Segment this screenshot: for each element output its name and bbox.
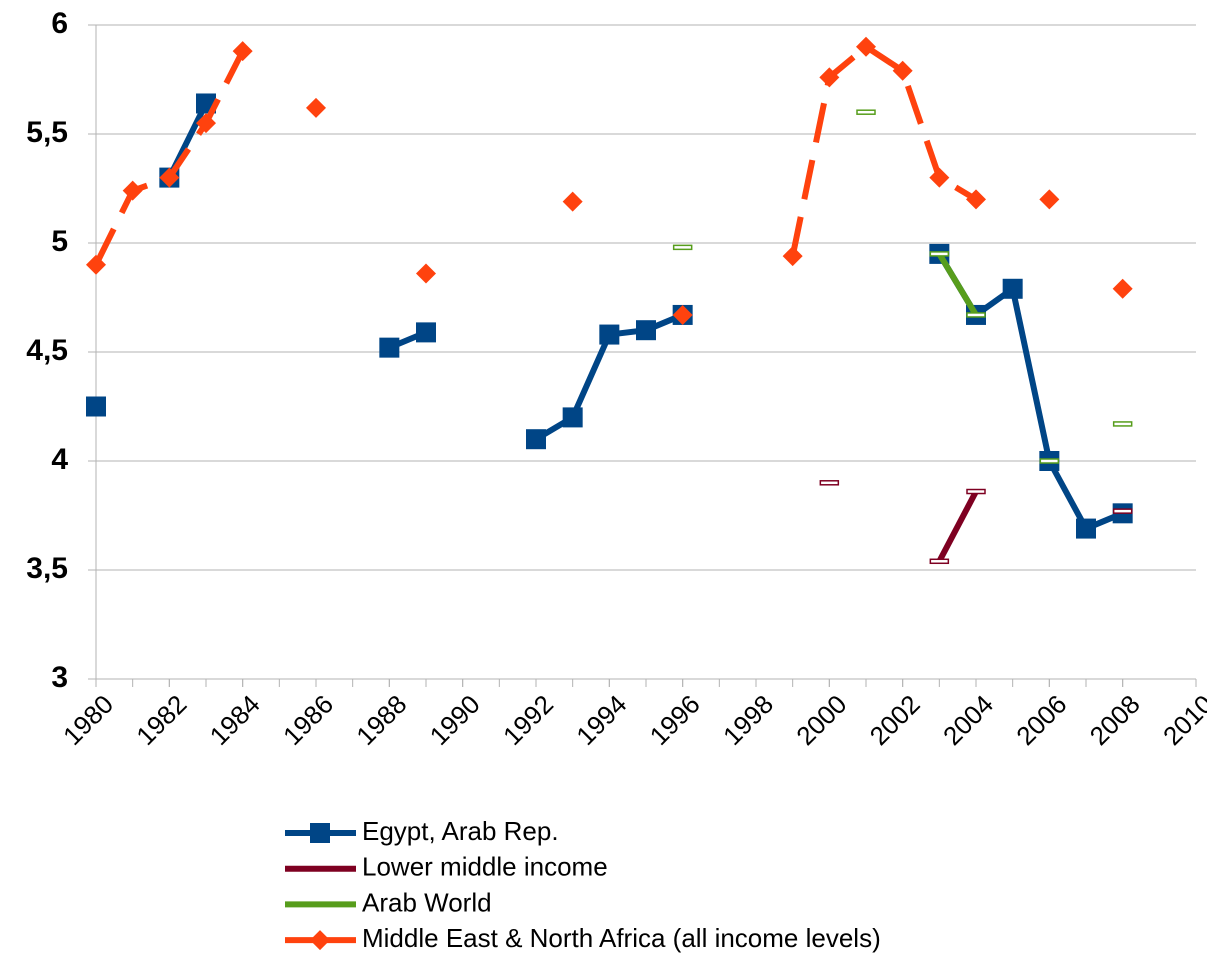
marker <box>929 167 950 188</box>
marker <box>966 488 986 495</box>
marker <box>416 322 436 343</box>
marker <box>636 320 656 341</box>
marker <box>379 337 400 358</box>
marker <box>526 429 546 450</box>
x-tick-label: 1980 <box>57 689 119 751</box>
y-tick-label: 4,5 <box>26 334 68 367</box>
marker <box>306 97 326 118</box>
marker <box>1076 518 1096 539</box>
marker <box>1112 278 1133 299</box>
marker <box>159 167 180 188</box>
marker <box>416 263 436 284</box>
marker <box>232 41 253 62</box>
y-tick-label: 5 <box>51 225 68 258</box>
x-tick-label: 2008 <box>1084 689 1146 751</box>
x-tick-label: 1994 <box>570 689 632 751</box>
marker <box>1002 278 1023 299</box>
marker <box>1039 189 1060 210</box>
legend-label: Lower middle income <box>362 852 608 882</box>
marker <box>86 396 106 417</box>
marker <box>929 251 950 257</box>
marker <box>892 60 913 81</box>
marker <box>86 254 106 275</box>
marker <box>966 312 986 318</box>
x-tick-label: 1998 <box>717 689 779 751</box>
x-tick-label: 1982 <box>130 689 192 751</box>
marker <box>122 180 143 201</box>
marker <box>966 189 986 210</box>
series-line <box>166 102 1124 532</box>
marker <box>310 930 330 951</box>
legend-label: Egypt, Arab Rep. <box>362 816 559 846</box>
marker <box>672 304 693 325</box>
marker <box>1112 421 1133 427</box>
marker <box>599 324 620 345</box>
marker <box>196 113 216 134</box>
marker <box>819 480 840 486</box>
marker <box>782 246 803 267</box>
y-tick-label: 5,5 <box>26 116 68 149</box>
y-tick-label: 6 <box>51 7 68 40</box>
series-line <box>96 47 1123 289</box>
marker <box>819 67 840 88</box>
series-line <box>939 254 1122 424</box>
x-tick-label: 1990 <box>424 689 486 751</box>
x-tick-label: 1986 <box>277 689 339 751</box>
x-tick-label: 1992 <box>497 689 559 751</box>
legend-label: Middle East & North Africa (all income l… <box>362 923 881 953</box>
marker <box>310 823 330 843</box>
y-tick-label: 3 <box>51 661 68 694</box>
marker <box>856 109 876 115</box>
x-tick-label: 2010 <box>1157 689 1207 751</box>
y-tick-label: 4 <box>51 443 68 476</box>
x-tick-label: 2004 <box>937 689 999 751</box>
marker <box>562 191 583 212</box>
x-tick-label: 1988 <box>350 689 412 751</box>
marker <box>562 407 583 428</box>
marker <box>929 558 950 565</box>
x-tick-label: 2002 <box>864 689 926 751</box>
y-tick-label: 3,5 <box>26 552 68 585</box>
x-tick-label: 2006 <box>1010 689 1072 751</box>
marker <box>1039 458 1060 464</box>
marker <box>1112 508 1133 514</box>
x-tick-label: 1996 <box>644 689 706 751</box>
legend-label: Arab World <box>362 887 492 917</box>
x-tick-label: 1984 <box>204 689 266 751</box>
marker <box>672 244 693 251</box>
x-tick-label: 2000 <box>790 689 852 751</box>
marker <box>856 36 876 57</box>
